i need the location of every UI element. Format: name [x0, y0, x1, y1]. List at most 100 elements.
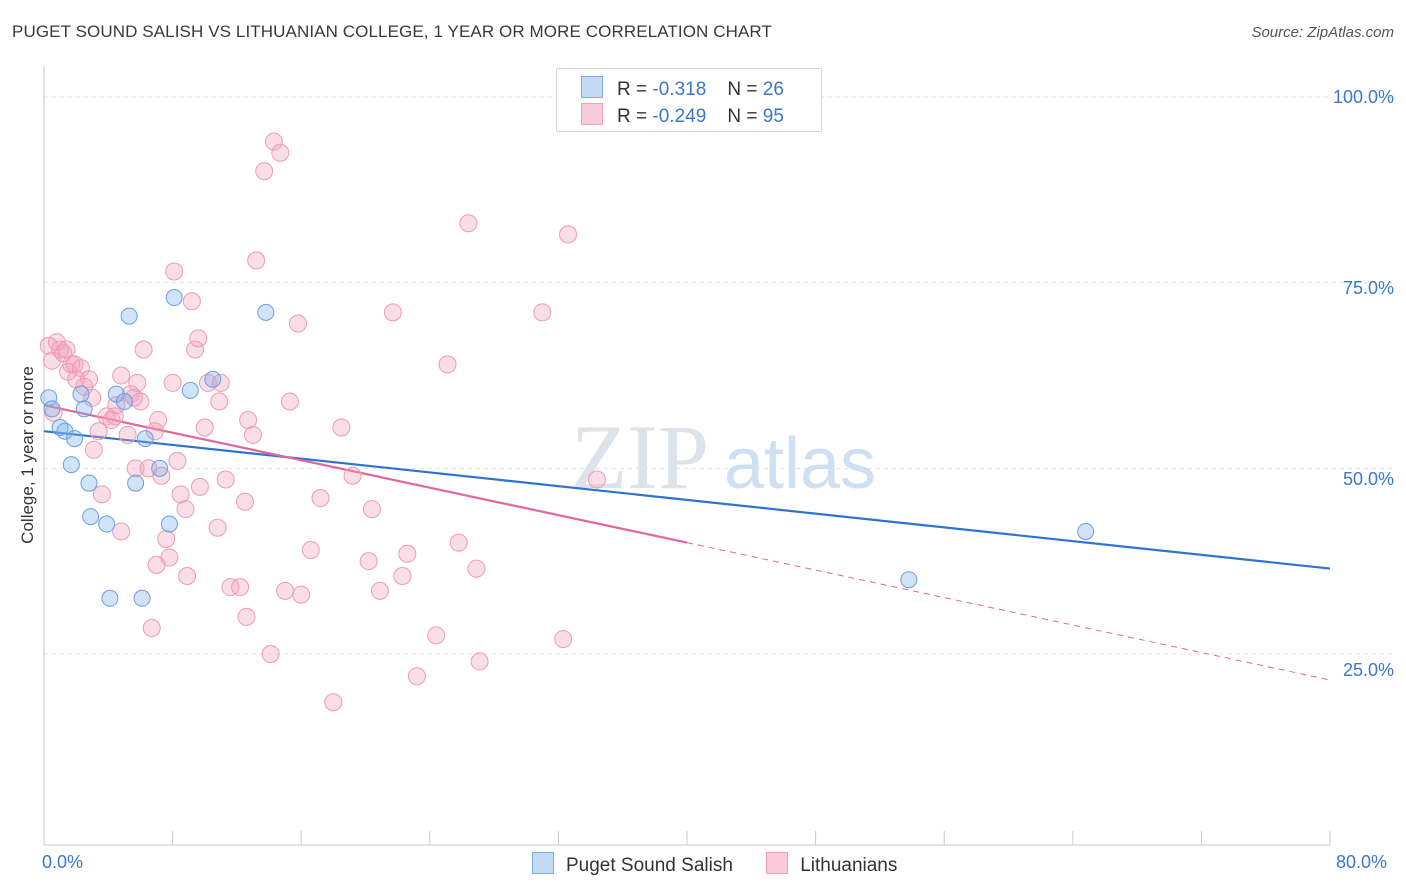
lithuanians-point — [221, 578, 240, 597]
lithuanians-point — [182, 292, 201, 311]
lithuanians-point — [359, 552, 378, 571]
x-tick-label-max: 80.0% — [1336, 852, 1388, 872]
lithuanians-point — [271, 143, 290, 162]
lithuanians-point — [280, 392, 299, 411]
lithuanians-point — [239, 411, 258, 430]
legend-r-value: -0.318 — [652, 79, 707, 100]
lithuanians-trendline — [43, 404, 688, 544]
bottom-legend-item-puget-sound-salish[interactable]: Puget Sound Salish — [532, 852, 733, 877]
lithuanians-point — [235, 492, 254, 511]
lithuanians-point — [163, 373, 182, 392]
lithuanians-point — [427, 626, 446, 645]
bottom-legend: Puget Sound Salish Lithuanians — [532, 852, 925, 877]
pink-swatch-icon — [581, 103, 603, 125]
lithuanians-point — [142, 619, 161, 638]
puget-sound-salish-point — [165, 289, 183, 307]
legend-n-label: N = — [727, 106, 758, 127]
bottom-legend-item-lithuanians[interactable]: Lithuanians — [766, 852, 897, 877]
lithuanians-point — [216, 470, 235, 489]
lithuanians-point — [470, 652, 489, 671]
x-tick-label-min: 0.0% — [42, 852, 84, 872]
puget-sound-salish-point — [66, 430, 84, 448]
lithuanians-point — [449, 533, 468, 552]
lithuanians-point — [362, 500, 381, 519]
lithuanians-point — [168, 451, 187, 470]
lithuanians-point — [292, 585, 311, 604]
legend-r-value: -0.249 — [652, 106, 707, 127]
watermark-atlas: atlas — [724, 424, 876, 504]
y-tick-label-25: 25.0% — [1342, 660, 1394, 680]
lithuanians-point — [92, 485, 111, 504]
bottom-legend-label: Lithuanians — [800, 855, 898, 876]
puget-sound-salish-point — [181, 381, 199, 399]
lithuanians-point — [243, 425, 262, 444]
legend-n-value: 95 — [762, 106, 784, 127]
pink-swatch-icon — [766, 852, 789, 874]
lithuanians-point — [554, 630, 573, 649]
lithuanians-point — [343, 466, 362, 485]
lithuanians-point — [160, 548, 179, 567]
lithuanians-point — [80, 370, 99, 389]
lithuanians-point — [533, 303, 552, 322]
lithuanians-point — [178, 567, 197, 586]
lithuanians-point — [126, 459, 145, 478]
lithuanians-point — [186, 340, 205, 359]
puget-sound-salish-point — [72, 385, 90, 403]
lithuanians-point — [210, 392, 229, 411]
blue-swatch-icon — [581, 76, 603, 98]
lithuanians-point — [383, 303, 402, 322]
watermark-zip: ZIP — [571, 406, 709, 508]
lithuanians-point — [112, 522, 131, 541]
puget-sound-salish-trendline — [43, 430, 1331, 570]
lithuanians-point — [171, 485, 190, 504]
lithuanians-point — [149, 411, 168, 430]
lithuanians-point — [211, 373, 230, 392]
chart-title: PUGET SOUND SALISH VS LITHUANIAN COLLEGE… — [12, 22, 772, 41]
puget-sound-salish-point — [43, 400, 61, 418]
lithuanians-point — [332, 418, 351, 437]
puget-sound-salish-point — [151, 459, 169, 477]
y-axis-label: College, 1 year or more — [18, 366, 37, 544]
legend-row-lithuanians: R = -0.249 N = 95 — [581, 103, 784, 128]
puget-sound-salish-point — [257, 303, 275, 321]
lithuanians-trendline-extension — [686, 542, 1331, 681]
lithuanians-point — [231, 578, 250, 597]
puget-sound-salish-point — [204, 370, 222, 388]
y-tick-label-50: 50.0% — [1342, 469, 1394, 489]
lithuanians-point — [459, 214, 478, 233]
lithuanians-point — [247, 251, 266, 270]
lithuanians-point — [311, 489, 330, 508]
lithuanians-point — [398, 544, 417, 563]
blue-swatch-icon — [532, 852, 554, 874]
lithuanians-point — [467, 559, 486, 578]
y-tick-label-100: 100.0% — [1332, 87, 1394, 107]
bottom-legend-label: Puget Sound Salish — [566, 855, 733, 876]
lithuanians-point — [131, 392, 150, 411]
lithuanians-point — [324, 693, 343, 712]
lithuanians-point — [157, 529, 176, 548]
lithuanians-point — [264, 132, 283, 151]
lithuanians-point — [134, 340, 153, 359]
lithuanians-point — [190, 477, 209, 496]
watermark: ZIP atlas — [571, 406, 876, 508]
puget-sound-salish-point — [75, 400, 93, 418]
puget-sound-salish-point — [120, 307, 138, 325]
lithuanians-point — [208, 518, 227, 537]
lithuanians-point — [407, 667, 426, 686]
puget-sound-salish-point — [133, 589, 151, 607]
puget-sound-salish-point — [62, 456, 80, 474]
lithuanians-point — [89, 422, 108, 441]
lithuanians-point — [105, 407, 124, 426]
lithuanians-point — [176, 500, 195, 519]
puget-sound-salish-point — [80, 474, 98, 492]
lithuanians-point — [118, 425, 137, 444]
puget-sound-salish-point — [115, 392, 133, 410]
lithuanians-point — [128, 373, 147, 392]
puget-sound-salish-point — [101, 589, 119, 607]
puget-sound-salish-point — [40, 389, 58, 407]
legend-row-puget-sound-salish: R = -0.318 N = 26 — [581, 76, 784, 101]
puget-sound-salish-point — [136, 430, 154, 448]
lithuanians-point — [276, 581, 295, 600]
legend-n-value: 26 — [762, 79, 784, 100]
